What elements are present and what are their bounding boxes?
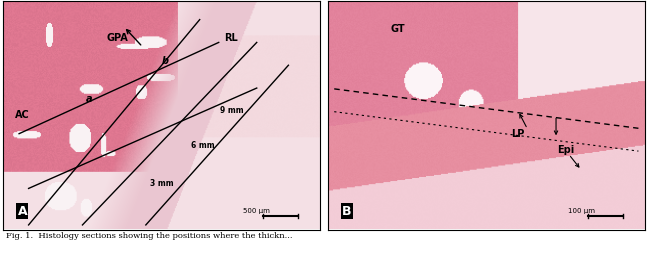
Text: Epi: Epi — [557, 145, 574, 155]
Text: GT: GT — [390, 24, 405, 34]
Text: 100 μm: 100 μm — [568, 208, 595, 214]
Text: 9 mm: 9 mm — [220, 106, 243, 115]
Text: 3 mm: 3 mm — [150, 179, 174, 188]
Text: A: A — [17, 205, 27, 218]
Text: B: B — [342, 205, 352, 218]
Text: a: a — [86, 94, 92, 104]
Text: 500 μm: 500 μm — [243, 208, 270, 214]
Text: b: b — [161, 56, 168, 66]
Text: Fig. 1.  Histology sections showing the positions where the thickn...: Fig. 1. Histology sections showing the p… — [6, 232, 293, 240]
Text: AC: AC — [15, 110, 30, 120]
Text: LP: LP — [511, 129, 525, 139]
Text: RL: RL — [224, 33, 238, 43]
Text: GPA: GPA — [106, 33, 128, 43]
Text: 6 mm: 6 mm — [191, 141, 214, 150]
